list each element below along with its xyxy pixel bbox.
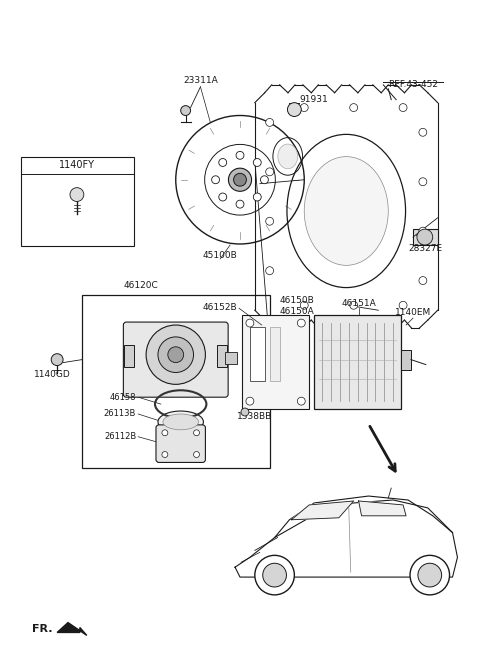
Text: 45100B: 45100B [203,252,238,260]
Circle shape [180,106,191,116]
Circle shape [419,128,427,136]
Circle shape [212,176,219,184]
Circle shape [70,188,84,202]
Text: 46150A: 46150A [279,307,314,316]
Circle shape [261,176,268,184]
Circle shape [162,430,168,436]
Circle shape [266,217,274,225]
Circle shape [253,193,261,201]
Circle shape [246,397,254,405]
Circle shape [241,408,249,416]
Text: 91931: 91931 [300,95,328,104]
Text: 46120C: 46120C [124,281,158,290]
Circle shape [246,319,254,327]
Circle shape [419,277,427,284]
Ellipse shape [163,414,199,430]
Circle shape [399,104,407,112]
Circle shape [193,430,200,436]
Circle shape [236,200,244,208]
FancyBboxPatch shape [123,322,228,397]
Circle shape [228,168,252,191]
Circle shape [297,397,305,405]
Circle shape [410,555,450,595]
Circle shape [419,178,427,186]
Circle shape [288,102,301,116]
Circle shape [255,555,294,595]
Circle shape [350,302,358,309]
Circle shape [418,563,442,587]
Ellipse shape [158,411,204,433]
Text: 1140FY: 1140FY [59,160,95,170]
Circle shape [146,325,205,384]
Ellipse shape [304,156,388,265]
Text: 1338BB: 1338BB [237,413,273,421]
Bar [124,345,134,367]
Bar [21,157,134,246]
Text: 1140EM: 1140EM [395,307,431,317]
Circle shape [263,563,287,587]
Bar [401,350,411,369]
Circle shape [158,337,193,373]
Ellipse shape [278,144,298,169]
Bar [270,327,279,381]
Bar [82,296,270,468]
Bar [314,315,401,409]
Text: 46151A: 46151A [341,299,376,307]
Text: 46158: 46158 [110,393,136,401]
Circle shape [168,347,184,363]
Text: FR.: FR. [33,624,53,635]
Bar [250,327,264,381]
Text: REF.43-452: REF.43-452 [388,80,438,89]
Text: 26112B: 26112B [104,432,136,442]
Circle shape [234,173,246,186]
Polygon shape [291,501,354,520]
Text: 1140GD: 1140GD [34,370,71,379]
Circle shape [219,193,227,201]
Circle shape [417,229,433,245]
Polygon shape [57,623,87,635]
Circle shape [297,319,305,327]
Circle shape [399,302,407,309]
Polygon shape [359,501,406,516]
Polygon shape [235,500,457,577]
Circle shape [350,104,358,112]
Text: 46152B: 46152B [203,303,237,312]
Text: 26113B: 26113B [104,409,136,419]
Circle shape [236,151,244,159]
Circle shape [266,267,274,275]
FancyBboxPatch shape [156,425,205,463]
Circle shape [300,302,308,309]
Circle shape [300,104,308,112]
Circle shape [193,451,200,457]
Bar [242,315,309,409]
Text: 23311A: 23311A [183,76,218,85]
Text: 46150B: 46150B [279,296,314,305]
Bar [217,345,227,367]
Circle shape [51,353,63,365]
Circle shape [419,227,427,235]
Bar [225,351,237,363]
Bar [413,229,438,245]
Circle shape [266,168,274,176]
Circle shape [266,118,274,126]
Circle shape [253,158,261,166]
Circle shape [219,158,227,166]
Text: 28327E: 28327E [409,244,443,254]
Circle shape [162,451,168,457]
